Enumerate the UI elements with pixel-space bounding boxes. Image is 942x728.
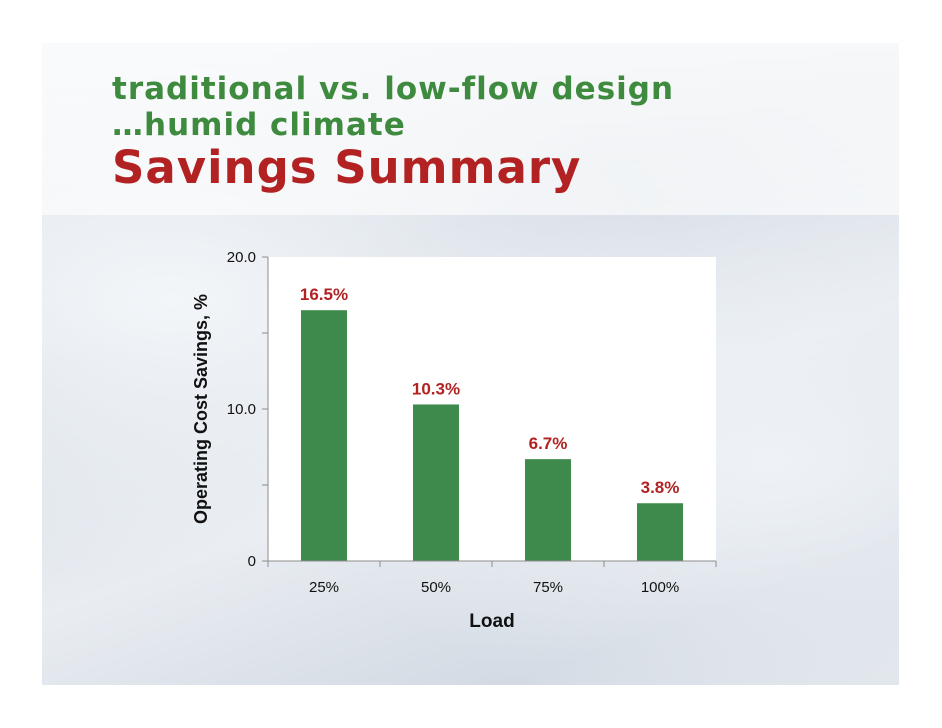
y-tick-label-1: 0 (248, 553, 256, 570)
data-label-2: 10.3% (412, 379, 460, 398)
data-labels-group: 16.5% 10.3% 6.7% 3.8% (300, 285, 679, 497)
x-tick-label-3: 75% (533, 579, 563, 596)
x-tick-labels-group: 25% 50% 75% 100% (309, 579, 679, 596)
slide-background: traditional vs. low-flow design …humid c… (42, 43, 899, 685)
bar-1 (301, 310, 347, 561)
title-line-2: …humid climate (112, 107, 406, 143)
bars-group (301, 310, 683, 561)
data-label-4: 3.8% (641, 478, 680, 497)
title-line-1: traditional vs. low-flow design (112, 71, 675, 107)
axes-group (262, 256, 717, 567)
x-tick-label-1: 25% (309, 579, 339, 596)
bar-2 (413, 404, 459, 561)
data-label-1: 16.5% (300, 285, 348, 304)
y-tick-labels-group: 0 10.0 20.0 (227, 249, 256, 570)
bar-4 (637, 503, 683, 561)
slide-title: Savings Summary (112, 141, 582, 194)
y-tick-label-3: 10.0 (227, 401, 256, 418)
header-band (42, 43, 899, 215)
data-label-3: 6.7% (529, 434, 568, 453)
x-tick-label-2: 50% (421, 579, 451, 596)
y-tick-label-5: 20.0 (227, 249, 256, 266)
y-axis-title: Operating Cost Savings, % (191, 294, 211, 524)
bar-3 (525, 459, 571, 561)
x-tick-label-4: 100% (641, 579, 679, 596)
x-axis-title: Load (469, 611, 514, 632)
